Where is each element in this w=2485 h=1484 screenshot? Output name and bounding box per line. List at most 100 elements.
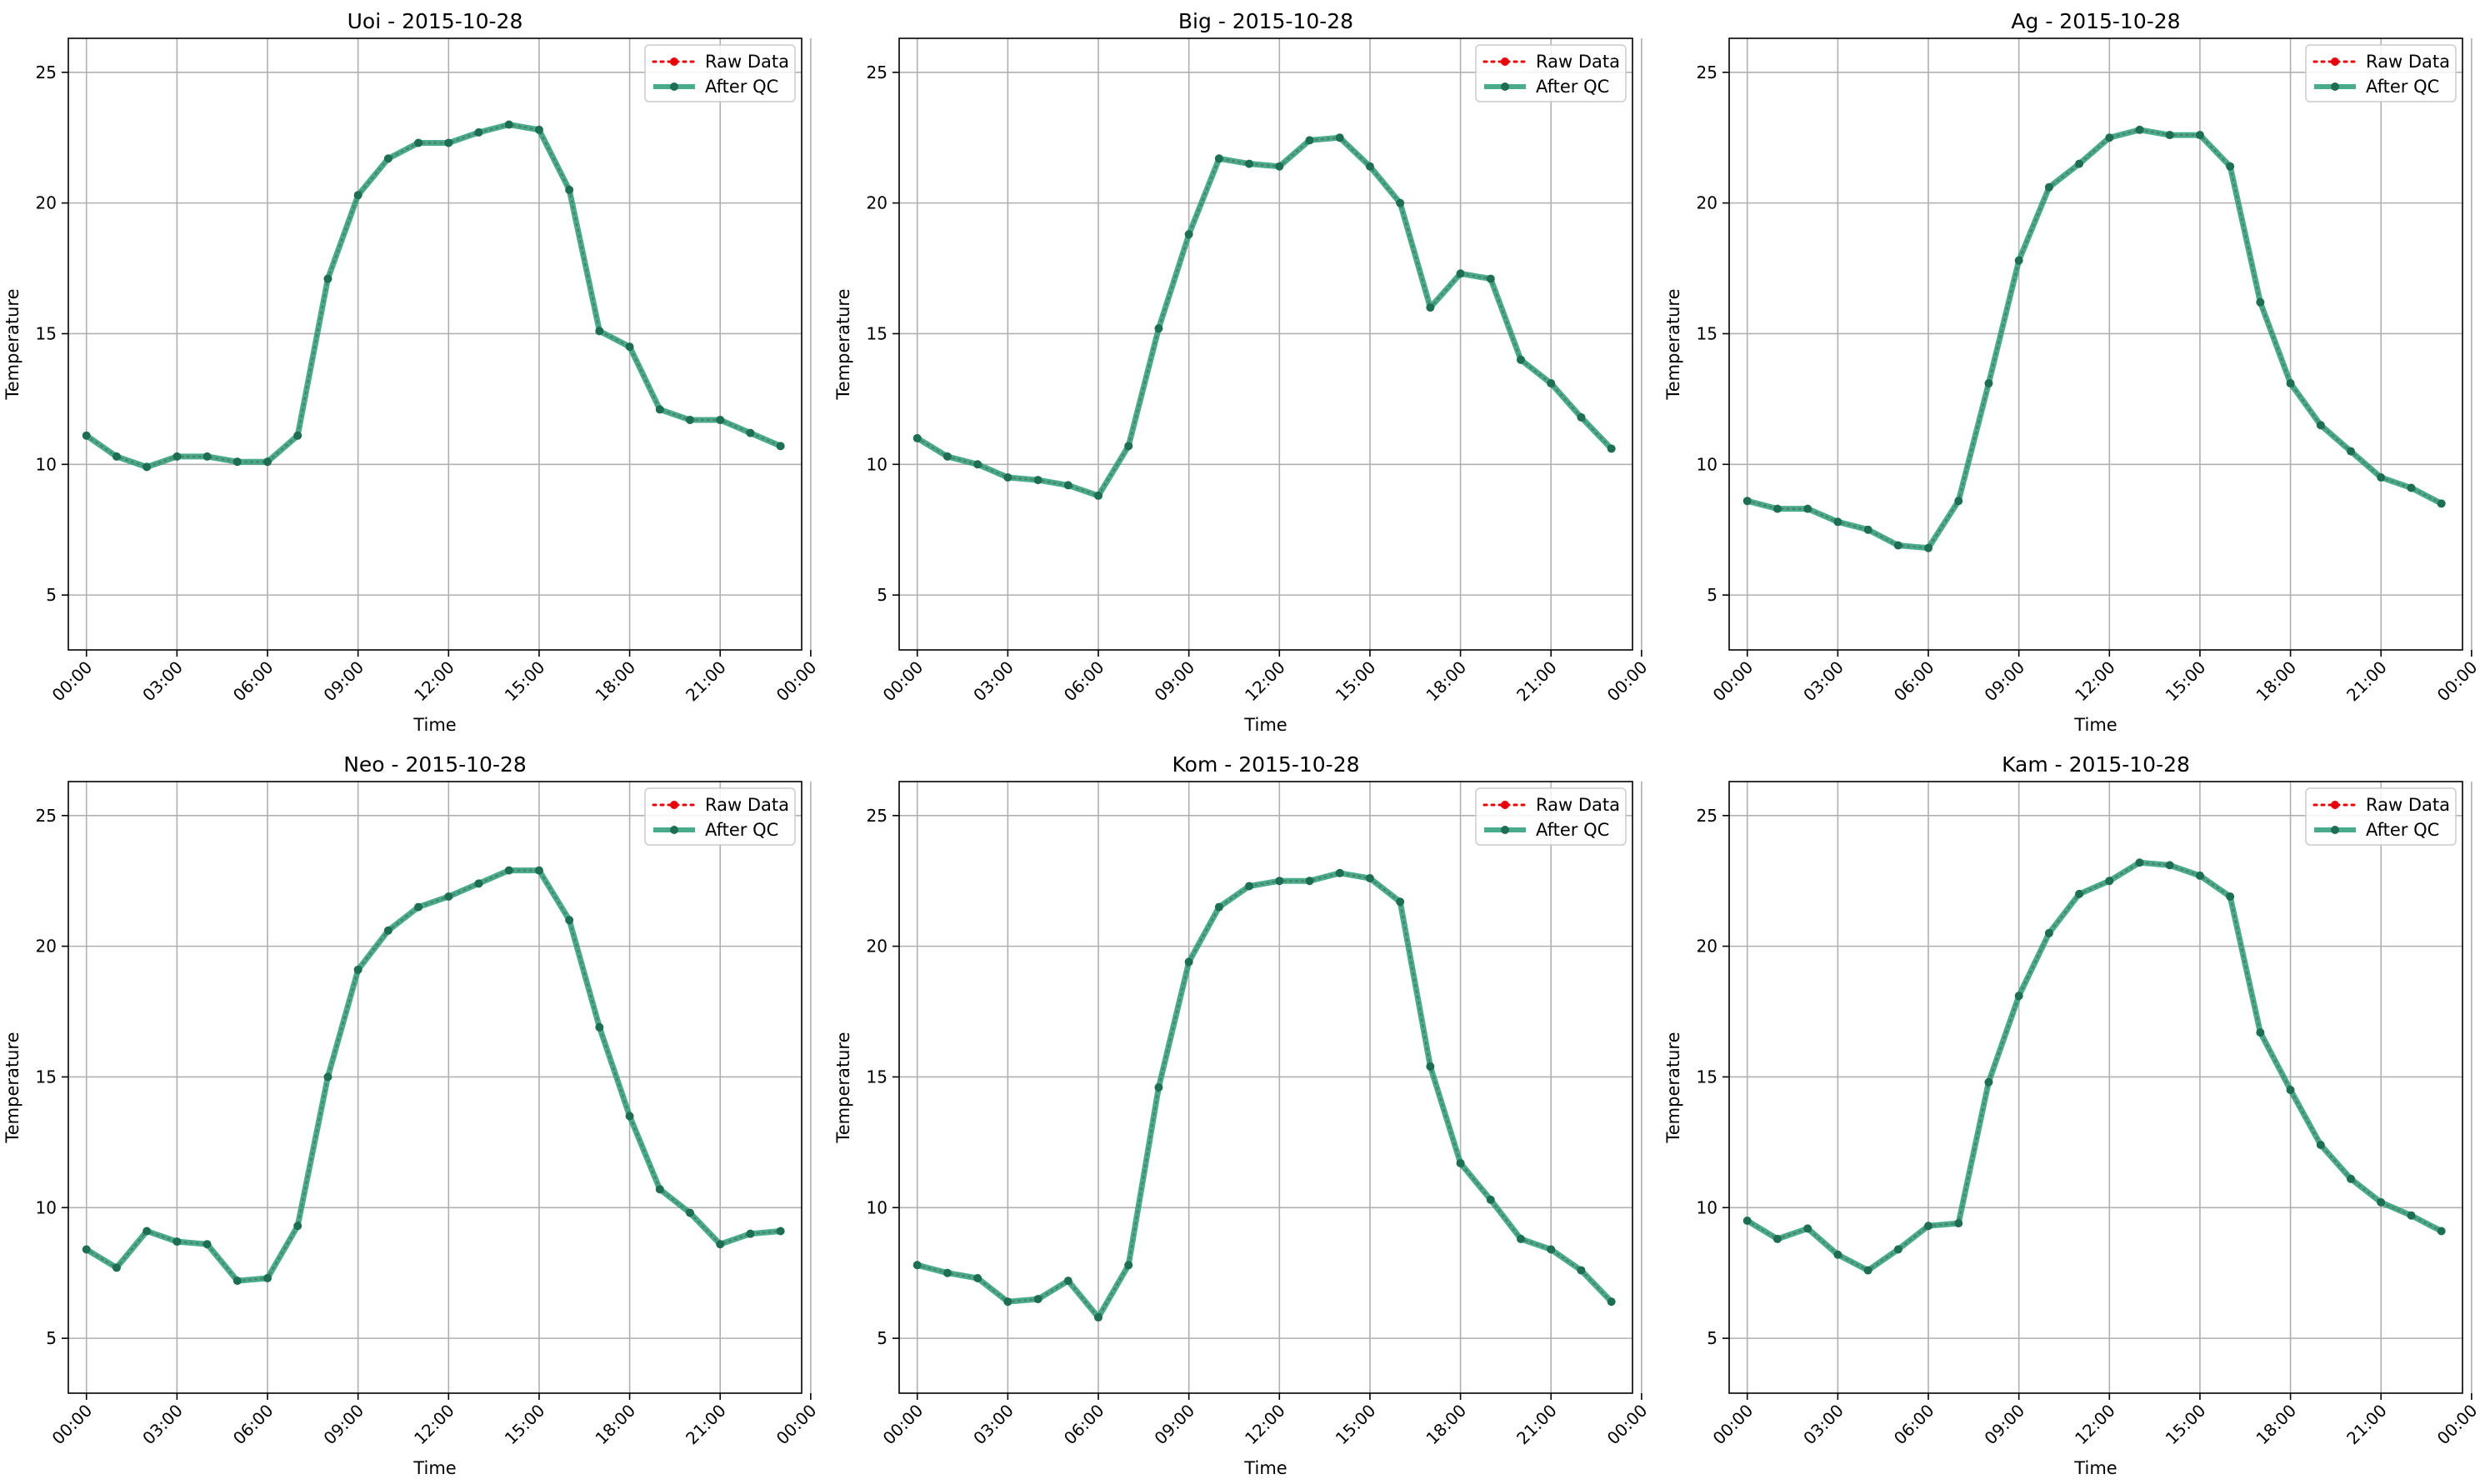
x-tick-label: 12:00: [410, 1401, 458, 1449]
y-tick-label: 5: [877, 1328, 888, 1348]
x-tick-label: 06:00: [1890, 1401, 1938, 1449]
x-axis-label: Time: [2073, 715, 2117, 735]
after-qc-point: [2195, 871, 2204, 880]
series-after-qc: [912, 133, 1616, 500]
legend-after-qc-marker: [670, 826, 678, 834]
legend-label-after-qc: After QC: [2366, 820, 2439, 840]
after-qc-point: [2347, 447, 2356, 456]
x-tick-label: 00:00: [2433, 657, 2482, 706]
x-tick-label: 06:00: [1060, 1401, 1108, 1449]
after-qc-point: [1033, 1295, 1042, 1304]
x-tick-label: 21:00: [1512, 657, 1561, 706]
x-tick-label: 03:00: [1799, 1401, 1848, 1449]
after-qc-point: [1305, 877, 1314, 886]
after-qc-point: [1607, 1297, 1616, 1307]
after-qc-point: [142, 1227, 152, 1236]
x-tick-label: 09:00: [319, 657, 368, 706]
y-tick-label: 15: [867, 323, 888, 343]
after-qc-point: [1803, 1224, 1812, 1233]
x-tick-label: 06:00: [1890, 657, 1938, 706]
after-qc-point: [2256, 1028, 2265, 1037]
series-after-qc: [82, 866, 785, 1286]
after-qc-point: [1517, 355, 1526, 364]
after-qc-point: [2195, 131, 2204, 140]
y-tick-label: 25: [36, 62, 57, 82]
after-qc-point: [1833, 517, 1842, 527]
after-qc-point: [112, 452, 121, 461]
after-qc-point: [2316, 1141, 2325, 1150]
after-qc-point: [1863, 525, 1872, 534]
after-qc-point: [1275, 877, 1284, 886]
after-qc-point: [1184, 957, 1193, 967]
after-qc-point: [202, 1240, 212, 1249]
after-qc-point: [1577, 412, 1586, 422]
x-tick-label: 18:00: [2252, 657, 2300, 706]
x-axis-label: Time: [1243, 1458, 1287, 1478]
x-tick-label: 12:00: [1241, 657, 1289, 706]
after-qc-line: [1744, 859, 2445, 1274]
x-tick-label: 00:00: [879, 657, 928, 706]
legend-raw-marker: [1501, 57, 1509, 66]
after-qc-point: [1094, 1313, 1103, 1322]
legend: Raw Data After QC: [2305, 787, 2457, 846]
after-qc-point: [1803, 504, 1812, 513]
legend-label-raw-data: Raw Data: [705, 52, 789, 72]
after-qc-point: [263, 457, 272, 467]
after-qc-point: [504, 120, 513, 129]
legend-after-qc-marker: [670, 82, 678, 91]
chart-panel-5: 5 10 15 20 25 00:00 03:00 06:00 09:00 12:00 15:00 1…: [833, 752, 1651, 1478]
y-tick-label: 15: [36, 1067, 57, 1087]
legend: Raw Data After QC: [2305, 44, 2457, 102]
after-qc-point: [1154, 324, 1163, 333]
after-qc-point: [2377, 1198, 2386, 1207]
after-qc-point: [625, 1112, 634, 1121]
x-tick-label: 00:00: [772, 657, 821, 706]
after-qc-point: [2135, 125, 2144, 134]
after-qc-point: [2165, 131, 2174, 140]
after-qc-point: [172, 452, 182, 461]
after-qc-point: [1365, 162, 1374, 171]
after-qc-point: [2377, 472, 2386, 482]
legend-raw-marker: [2331, 801, 2339, 809]
axes-frame: [898, 781, 1633, 1394]
y-tick-label: 10: [867, 454, 888, 474]
legend-raw-marker: [1501, 801, 1509, 809]
legend: Raw Data After QC: [1475, 787, 1627, 846]
after-qc-point: [2316, 421, 2325, 430]
chart-title: Big - 2015-10-28: [1178, 9, 1353, 33]
x-axis-label: Time: [412, 1458, 456, 1478]
y-axis-label: Temperature: [833, 1032, 853, 1143]
after-qc-point: [595, 327, 604, 336]
after-qc-point: [595, 1022, 604, 1032]
y-axis-label: Temperature: [2, 288, 22, 400]
after-qc-point: [1486, 274, 1495, 283]
legend-label-after-qc: After QC: [1536, 77, 1609, 97]
after-qc-line: [83, 122, 784, 470]
after-qc-line: [1744, 127, 2445, 552]
after-qc-point: [1893, 541, 1902, 550]
after-qc-point: [323, 274, 332, 283]
x-tick-label: 21:00: [682, 657, 730, 706]
after-qc-point: [1033, 476, 1042, 485]
after-qc-point: [1577, 1266, 1586, 1275]
after-qc-point: [293, 431, 302, 440]
after-qc-point: [383, 926, 392, 935]
chart-panel-3: 5 10 15 20 25 00:00 03:00 06:00 09:00 12:00 15:00 1…: [1663, 9, 2481, 735]
y-axis-label: Temperature: [833, 288, 853, 400]
legend-after-qc-marker: [1501, 82, 1509, 91]
after-qc-point: [353, 191, 362, 200]
after-qc-point: [1486, 1195, 1495, 1204]
after-qc-point: [1426, 1062, 1435, 1071]
after-qc-point: [1833, 1250, 1842, 1259]
x-tick-label: 06:00: [1060, 657, 1108, 706]
y-axis-label: Temperature: [1663, 288, 1683, 400]
after-qc-point: [444, 138, 453, 147]
after-qc-point: [2407, 483, 2416, 492]
x-axis-label: Time: [2073, 1458, 2117, 1478]
legend-after-qc-marker: [1501, 826, 1509, 834]
x-tick-label: 15:00: [2162, 1401, 2210, 1449]
y-tick-label: 20: [36, 193, 57, 213]
after-qc-point: [534, 125, 543, 134]
chart-panel-2: 5 10 15 20 25 00:00 03:00 06:00 09:00 12:00 15:00 1…: [833, 9, 1651, 735]
y-tick-label: 25: [36, 806, 57, 826]
